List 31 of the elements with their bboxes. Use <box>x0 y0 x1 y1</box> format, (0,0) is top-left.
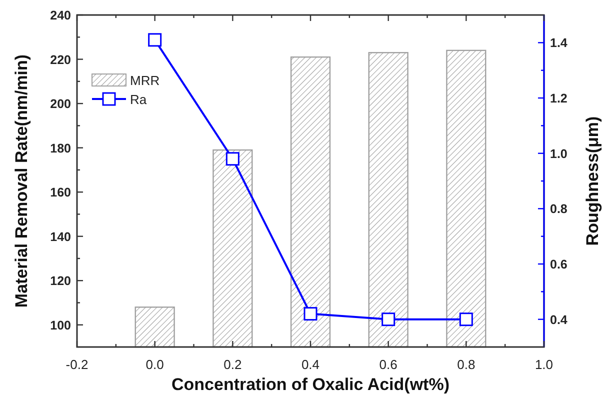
y-tick-label: 180 <box>50 141 72 156</box>
y-tick-label: 160 <box>50 186 72 200</box>
x-tick-label: 1.0 <box>534 357 554 372</box>
legend-label: MRR <box>130 73 160 88</box>
y2-tick-label: 1.4 <box>550 36 568 50</box>
y-tick-label: 140 <box>50 230 72 244</box>
y2-tick-label: 0.6 <box>550 258 568 272</box>
legend-label: Ra <box>130 92 148 107</box>
y-tick-label: 200 <box>50 97 72 112</box>
x-tick-label: 0.2 <box>224 357 242 372</box>
y2-tick-label: 0.8 <box>550 202 568 216</box>
point <box>459 312 473 326</box>
x-tick-label: 0.4 <box>301 357 320 372</box>
y-tick-label: 240 <box>50 8 72 22</box>
x-tick-label: -0.2 <box>66 357 88 372</box>
y-tick-label: 120 <box>50 274 72 288</box>
y-tick-label: 220 <box>50 52 72 67</box>
point <box>304 307 318 321</box>
x-tick-label: 0.6 <box>379 357 398 372</box>
x-tick-label: 0.0 <box>146 357 164 372</box>
point <box>226 152 240 166</box>
y-axis-title: Material Removal Rate(nm/min) <box>12 54 31 308</box>
y2-tick-label: 0.4 <box>550 312 568 327</box>
y-tick-label: 100 <box>50 318 72 332</box>
point <box>382 312 396 326</box>
y2-axis-title: Roughness(μm) <box>583 116 602 246</box>
y2-tick-label: 1.2 <box>550 92 568 106</box>
point <box>148 33 162 47</box>
x-tick-label: 0.8 <box>457 357 476 372</box>
x-axis-title: Concentration of Oxalic Acid(wt%) <box>171 375 450 394</box>
y2-tick-label: 1.0 <box>550 146 568 161</box>
